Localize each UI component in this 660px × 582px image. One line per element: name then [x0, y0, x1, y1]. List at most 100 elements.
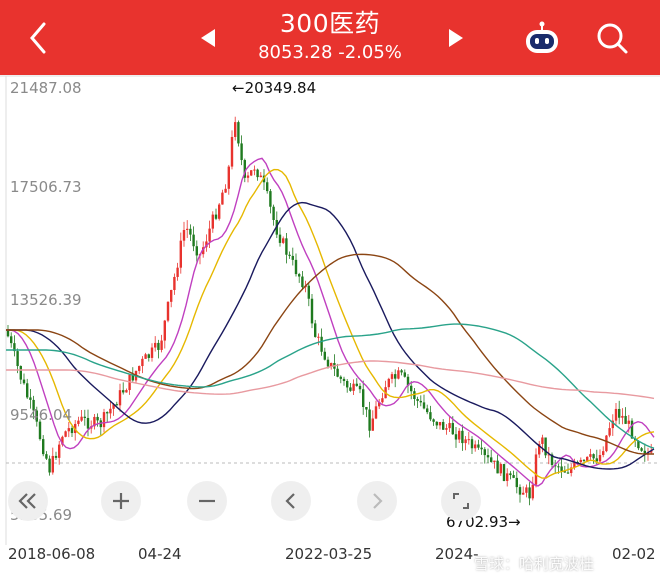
candle-body: [541, 437, 544, 444]
candle-body: [394, 374, 397, 379]
candle-body: [272, 206, 275, 220]
minus-icon: [199, 499, 215, 503]
candle-body: [387, 378, 390, 388]
previous-stock-button[interactable]: [196, 24, 220, 52]
xueqiu-watermark: 雪球：哈利宽波桂: [474, 555, 595, 573]
candle-body: [163, 320, 166, 341]
candle-body: [573, 461, 576, 468]
candle-body: [358, 385, 362, 390]
candle-body: [192, 234, 195, 247]
double-chevron-left-icon: [18, 493, 36, 509]
candle-body: [480, 447, 483, 450]
candle-body: [378, 402, 381, 407]
candle-body: [102, 412, 106, 428]
candle-body: [38, 421, 42, 440]
candle-body: [131, 374, 134, 381]
candle-body: [282, 238, 285, 243]
candle-body: [429, 412, 432, 420]
candle-body: [352, 383, 355, 391]
candle-body: [106, 412, 109, 414]
candle-body: [355, 383, 358, 386]
candle-body: [499, 464, 502, 474]
candle-body: [240, 143, 243, 161]
candle-body: [147, 354, 150, 358]
candle-body: [221, 192, 224, 205]
candle-body: [381, 398, 384, 403]
candle-body: [29, 397, 32, 400]
candle-body: [349, 387, 352, 391]
x-axis-label-4: 2024-: [435, 545, 479, 563]
candle-body: [621, 415, 624, 418]
candle-body: [614, 408, 618, 421]
candle-body: [330, 363, 333, 367]
candle-body: [189, 228, 192, 235]
candle-body: [550, 454, 554, 465]
candle-body: [566, 472, 570, 474]
candle-body: [86, 417, 90, 429]
candle-body: [435, 421, 438, 426]
candle-body: [544, 437, 547, 456]
candle-body: [643, 450, 646, 455]
zoom-out-button[interactable]: [187, 481, 227, 521]
chevron-right-icon: [373, 493, 383, 509]
candle-body: [218, 204, 221, 219]
candle-body: [112, 404, 115, 409]
candle-body: [285, 238, 288, 255]
candle-body: [227, 166, 230, 189]
candlestick-series: [6, 116, 653, 506]
candle-body: [426, 408, 429, 413]
candle-body: [186, 228, 189, 230]
candle-body: [173, 276, 176, 290]
search-button[interactable]: [592, 18, 632, 58]
back-button[interactable]: [22, 20, 54, 56]
candle-body: [214, 214, 218, 219]
search-icon: [597, 23, 628, 54]
candle-body: [122, 390, 125, 393]
candle-body: [422, 402, 426, 409]
triangle-right-icon: [449, 29, 463, 47]
candle-body: [83, 416, 86, 418]
candle-body: [483, 449, 486, 456]
candle-body: [35, 410, 38, 422]
candle-body: [253, 169, 256, 171]
candle-body: [598, 455, 602, 462]
zoom-in-button[interactable]: [101, 481, 141, 521]
kline-chart[interactable]: [0, 75, 660, 545]
candle-body: [390, 374, 394, 379]
ma-line-pink: [6, 360, 655, 400]
candle-body: [96, 416, 99, 421]
candle-body: [138, 366, 141, 371]
scroll-right-button[interactable]: [357, 481, 397, 521]
candle-body: [26, 383, 29, 398]
candle-body: [259, 175, 262, 178]
candle-body: [448, 423, 451, 429]
candle-body: [477, 444, 480, 448]
candle-body: [502, 464, 506, 481]
candle-body: [509, 473, 512, 476]
candle-body: [243, 160, 246, 178]
rewind-button[interactable]: [8, 481, 48, 521]
candle-body: [470, 439, 474, 449]
candle-body: [442, 421, 445, 430]
candle-body: [266, 182, 269, 192]
candle-body: [531, 484, 534, 499]
candle-body: [474, 444, 477, 449]
assistant-button[interactable]: [522, 18, 562, 58]
candle-body: [54, 455, 58, 458]
next-stock-button[interactable]: [444, 24, 468, 52]
scroll-left-button[interactable]: [271, 481, 311, 521]
candle-body: [77, 420, 80, 424]
candle-body: [118, 390, 122, 406]
ma-line-yellow: [6, 168, 655, 479]
candle-body: [144, 354, 147, 359]
candle-body: [362, 389, 365, 407]
candle-body: [611, 420, 614, 429]
candle-body: [269, 191, 272, 207]
candle-body: [515, 477, 518, 488]
candle-body: [602, 451, 605, 456]
candle-body: [406, 376, 410, 386]
candle-body: [70, 428, 74, 434]
fullscreen-button[interactable]: [441, 481, 481, 521]
top-bar: 300医药 8053.28 -2.05%: [0, 0, 660, 75]
candle-body: [560, 466, 563, 472]
